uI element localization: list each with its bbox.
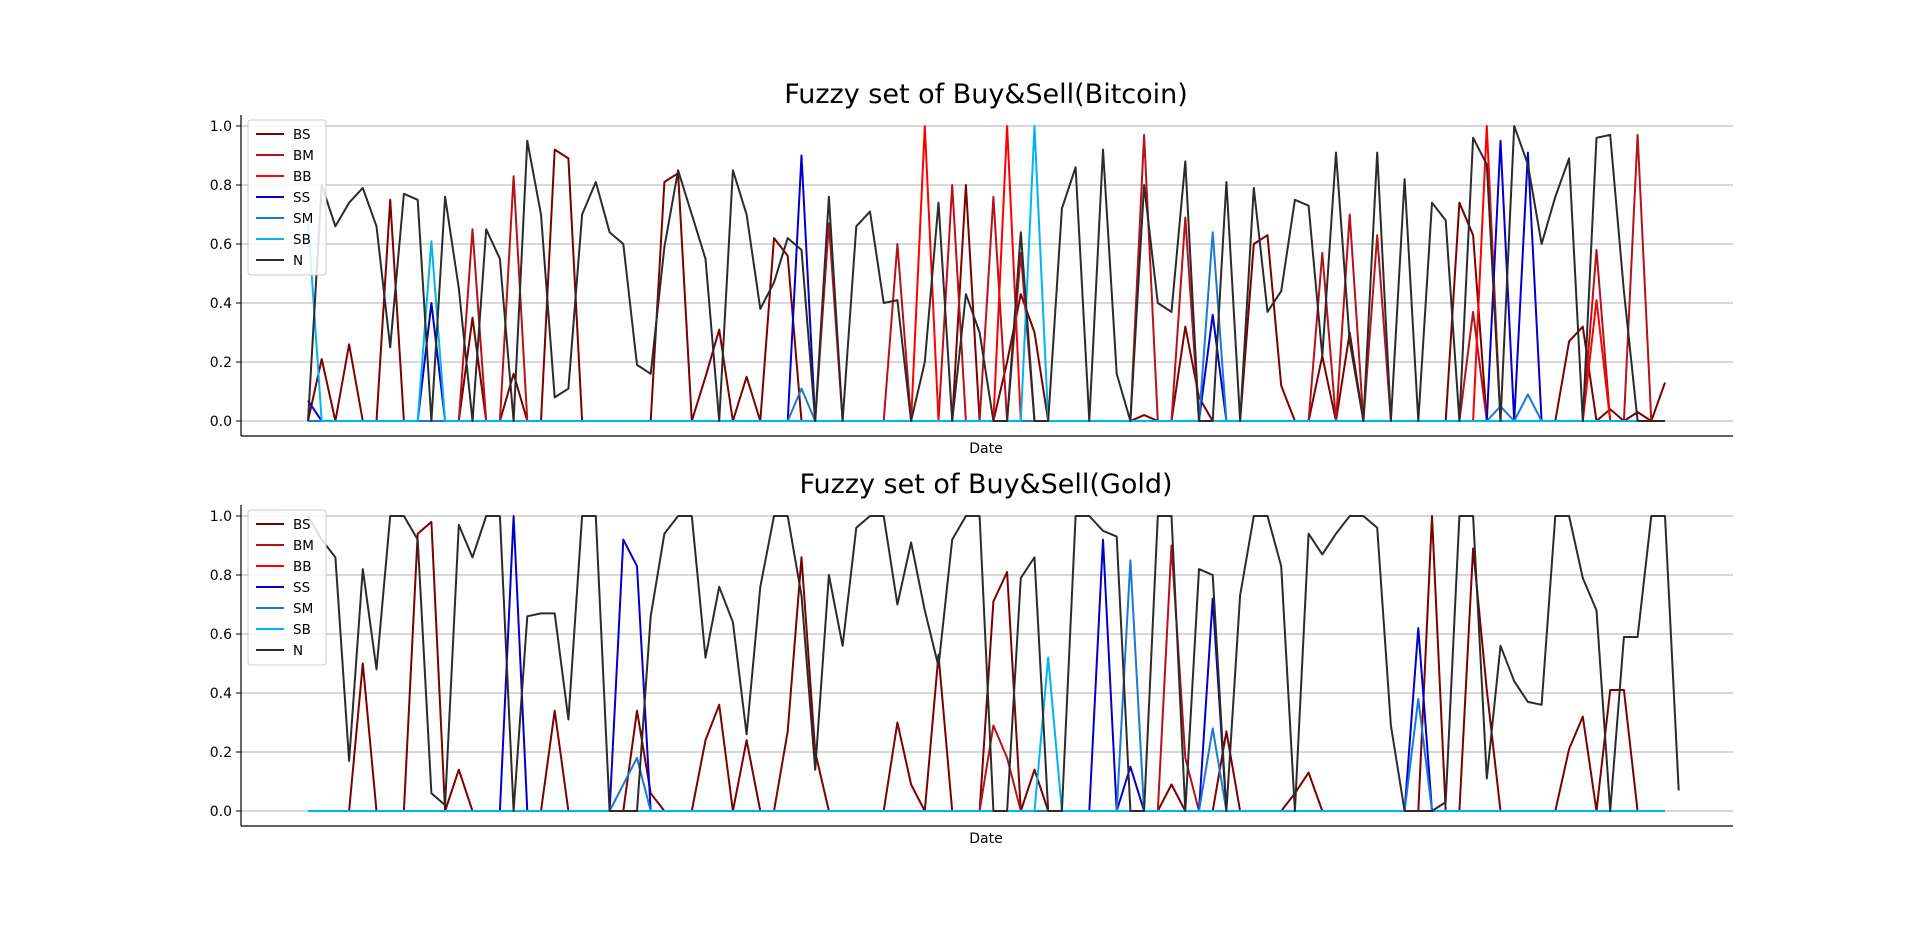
y-tick-label: 0.8: [210, 568, 232, 584]
y-tick-label: 1.0: [210, 119, 232, 135]
chart-gold: Fuzzy set of Buy&Sell(Gold) Date 0.0 0.2 0…: [210, 469, 1733, 847]
legend-label-bb: BB: [293, 169, 312, 185]
y-tick-label: 0.2: [210, 745, 232, 761]
legend-frame: [247, 509, 327, 666]
chart-title: Fuzzy set of Buy&Sell(Gold): [799, 469, 1172, 500]
legend-label-ss: SS: [293, 580, 310, 596]
x-axis-label: Date: [969, 831, 1002, 847]
y-tick-label: 0.4: [210, 296, 232, 312]
legend: BS BM BB SS SM SB N: [247, 509, 327, 666]
y-tick-label: 0.4: [210, 686, 232, 702]
y-tick-label: 0.0: [210, 414, 232, 430]
legend-label-sm: SM: [293, 601, 313, 617]
legend-label-sb: SB: [293, 232, 311, 248]
y-tick-label: 0.0: [210, 804, 232, 820]
legend-frame: [247, 119, 327, 276]
y-tick-label: 0.2: [210, 355, 232, 371]
y-tick-label: 1.0: [210, 509, 232, 525]
legend-label-n: N: [293, 643, 303, 659]
y-tick-label: 0.8: [210, 178, 232, 194]
legend-label-n: N: [293, 253, 303, 269]
x-axis-label: Date: [969, 441, 1002, 457]
chart-bitcoin: Fuzzy set of Buy&Sell(Bitcoin) Date 0.0 0…: [210, 79, 1733, 457]
legend-label-sm: SM: [293, 211, 313, 227]
y-tick-label: 0.6: [210, 627, 232, 643]
legend-label-bb: BB: [293, 559, 312, 575]
y-tick-label: 0.6: [210, 237, 232, 253]
legend-label-bs: BS: [293, 127, 311, 143]
legend-label-bm: BM: [293, 148, 314, 164]
legend: BS BM BB SS SM SB N: [247, 119, 327, 276]
series-line-sb: [308, 656, 1665, 812]
legend-label-bm: BM: [293, 538, 314, 554]
legend-label-bs: BS: [293, 517, 311, 533]
chart-title: Fuzzy set of Buy&Sell(Bitcoin): [784, 79, 1188, 110]
legend-label-sb: SB: [293, 622, 311, 638]
series-line-sb: [307, 125, 1665, 422]
series-line-n: [307, 515, 1680, 812]
legend-label-ss: SS: [293, 190, 310, 206]
series-line-n: [307, 125, 1665, 422]
